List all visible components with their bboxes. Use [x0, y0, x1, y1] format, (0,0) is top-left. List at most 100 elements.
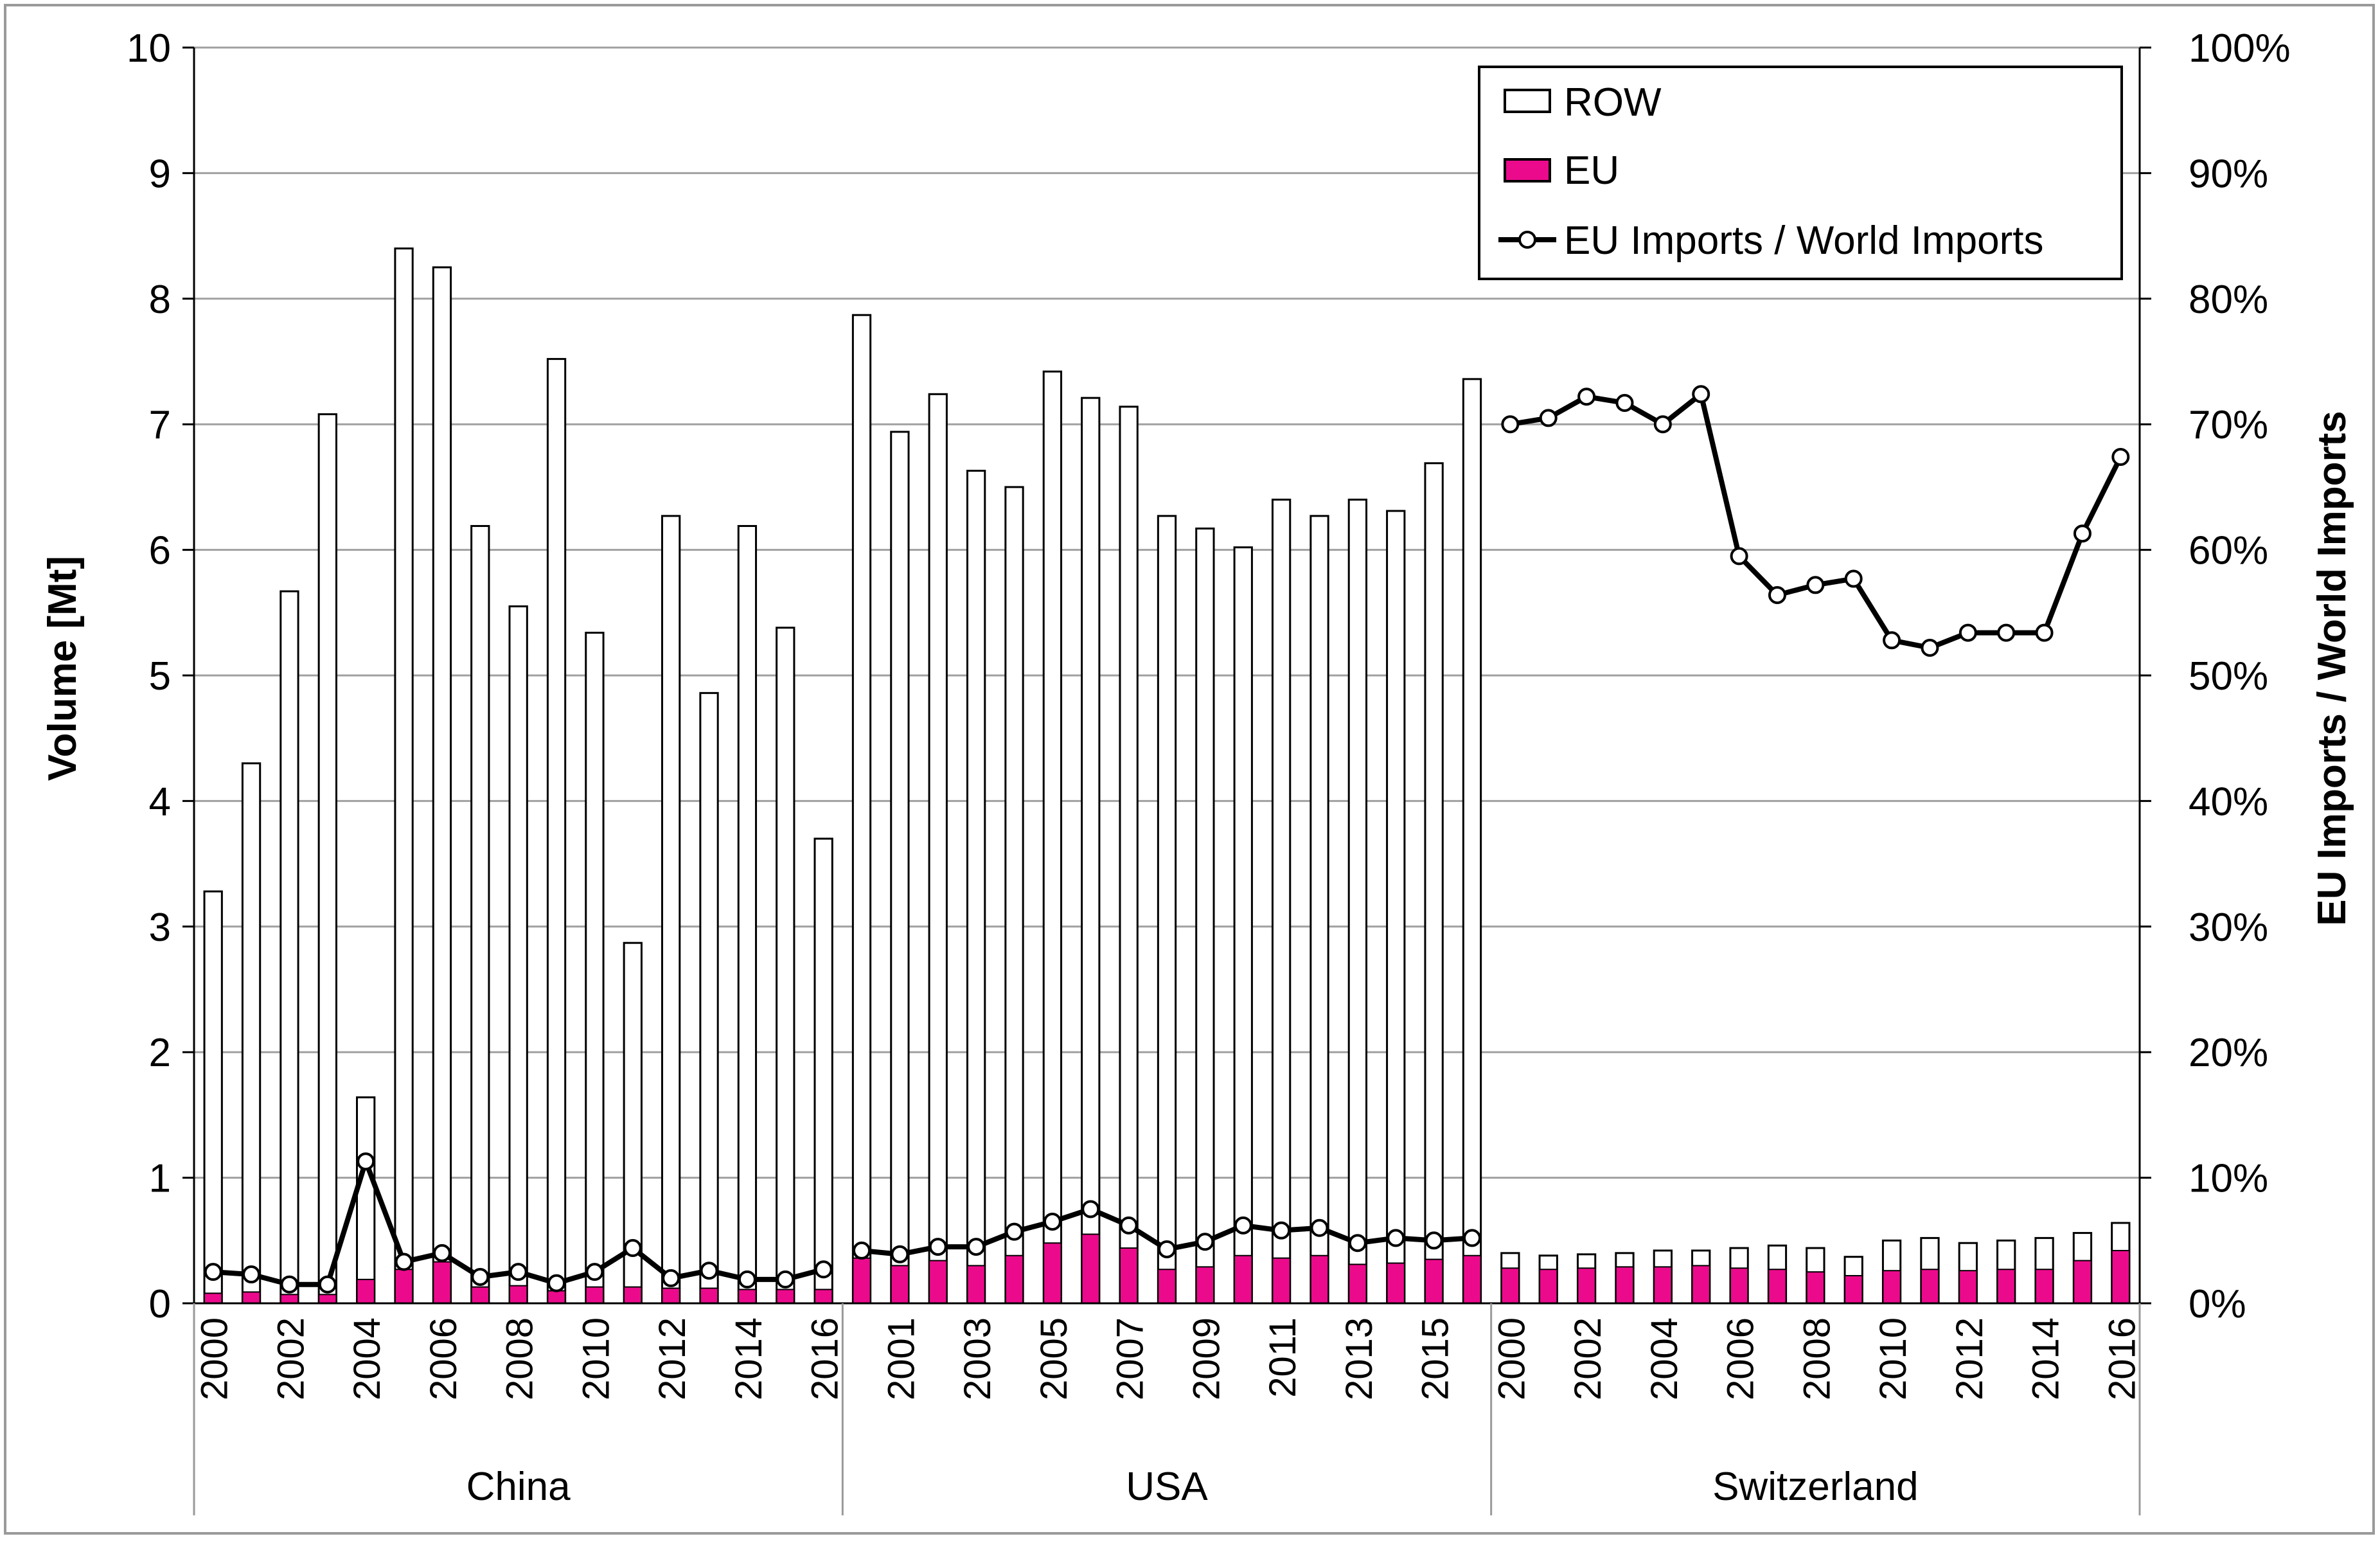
- share-marker: [891, 1245, 909, 1263]
- share-marker: [1158, 1240, 1176, 1258]
- bar-row: [776, 627, 795, 1305]
- bar-row: [317, 413, 337, 1305]
- y-tick-label: 5: [149, 654, 171, 699]
- x-tick-label: 2004: [346, 1317, 388, 1400]
- share-marker: [1196, 1233, 1214, 1251]
- bar-eu: [1882, 1270, 1901, 1305]
- x-tick-label: 2013: [1338, 1317, 1380, 1400]
- legend-share-label: EU Imports / World Imports: [1564, 219, 2043, 263]
- share-marker: [1997, 623, 2016, 642]
- bar-eu: [623, 1286, 643, 1305]
- share-marker: [1883, 631, 1901, 650]
- bar-eu: [1958, 1270, 1978, 1305]
- bar-eu: [204, 1292, 223, 1305]
- share-marker: [471, 1267, 490, 1286]
- bar-eu: [661, 1287, 680, 1305]
- share-marker: [1310, 1218, 1329, 1237]
- bar-eu: [242, 1291, 261, 1304]
- share-marker: [1844, 569, 1863, 588]
- share-marker: [928, 1238, 947, 1256]
- bar-eu: [1234, 1254, 1253, 1305]
- bar-row: [661, 515, 681, 1305]
- bar-eu: [280, 1294, 299, 1305]
- share-marker: [967, 1238, 986, 1256]
- share-marker: [547, 1274, 566, 1292]
- bar-row: [470, 524, 490, 1305]
- share-marker: [2111, 448, 2130, 467]
- bar-row: [1157, 515, 1177, 1305]
- bar-row: [508, 605, 528, 1305]
- y2-tick-label: 20%: [2189, 1031, 2268, 1075]
- x-tick-label: 2012: [1949, 1317, 1991, 1400]
- bar-row: [890, 431, 910, 1305]
- share-marker: [623, 1239, 642, 1258]
- bar-eu: [2034, 1269, 2054, 1304]
- x-tick-label: 2002: [1567, 1317, 1609, 1400]
- share-marker: [1615, 393, 1634, 412]
- share-marker: [204, 1263, 222, 1281]
- share-marker: [1081, 1200, 1100, 1218]
- bar-eu: [585, 1286, 605, 1305]
- bar-row: [699, 691, 719, 1305]
- y2-tick-label: 100%: [2189, 26, 2291, 71]
- x-tick-label: 2012: [652, 1317, 693, 1400]
- share-marker: [395, 1253, 413, 1271]
- bar-row: [1119, 406, 1139, 1305]
- share-marker: [242, 1265, 261, 1284]
- bar-row: [813, 837, 833, 1305]
- y-tick-label: 7: [149, 403, 171, 447]
- share-marker: [280, 1275, 299, 1294]
- y-tick-label: 4: [149, 780, 171, 824]
- bar-row: [394, 247, 414, 1305]
- bar-eu: [394, 1269, 414, 1304]
- y-tick-label: 8: [149, 278, 171, 322]
- x-tick-label: 2008: [499, 1317, 541, 1400]
- share-marker: [1005, 1222, 1024, 1241]
- x-tick-label: 2002: [270, 1317, 312, 1400]
- share-marker: [1387, 1229, 1405, 1247]
- x-tick-label: 2007: [1110, 1317, 1151, 1400]
- bar-eu: [966, 1265, 986, 1305]
- y2-tick-label: 0%: [2189, 1282, 2246, 1326]
- bar-eu: [890, 1265, 910, 1305]
- y2-tick-label: 80%: [2189, 278, 2268, 322]
- bar-eu: [1043, 1242, 1062, 1305]
- bar-row: [1195, 527, 1215, 1305]
- bar-eu: [1996, 1269, 2016, 1304]
- bar-eu: [432, 1261, 452, 1304]
- y2-tick-label: 40%: [2189, 780, 2268, 824]
- x-tick-label: 2001: [880, 1317, 922, 1400]
- group-label: Switzerland: [1712, 1465, 1918, 1509]
- bar-eu: [699, 1287, 719, 1305]
- bar-eu: [1004, 1254, 1024, 1305]
- share-marker: [1577, 388, 1596, 406]
- bar-row: [737, 524, 758, 1305]
- legend-eu-label: EU: [1564, 148, 1619, 193]
- bar-row: [1310, 515, 1329, 1305]
- bar-eu: [1386, 1262, 1405, 1305]
- share-marker: [1272, 1221, 1291, 1240]
- share-marker: [814, 1260, 833, 1279]
- bar-row: [1081, 397, 1101, 1305]
- y2-tick-label: 50%: [2189, 654, 2268, 699]
- x-tick-label: 2004: [1644, 1317, 1685, 1400]
- bar-row: [1233, 546, 1253, 1305]
- bar-eu: [1729, 1267, 1749, 1304]
- share-marker: [738, 1270, 756, 1289]
- bar-row: [1004, 486, 1024, 1305]
- x-tick-label: 2009: [1186, 1317, 1227, 1400]
- x-tick-label: 2010: [575, 1317, 617, 1400]
- bar-eu: [470, 1286, 490, 1305]
- bar-eu: [928, 1260, 948, 1304]
- share-markers: [204, 385, 2130, 1294]
- bar-row: [1347, 498, 1368, 1305]
- share-marker: [432, 1244, 451, 1262]
- y-tick-label: 10: [127, 26, 171, 71]
- y2-axis-label: EU Imports / World Imports: [2310, 411, 2354, 925]
- y2-tick-label: 10%: [2189, 1157, 2268, 1201]
- share-marker: [1043, 1212, 1061, 1231]
- y-tick-label: 0: [149, 1282, 171, 1326]
- bar-row: [1042, 370, 1063, 1305]
- bar-row: [928, 393, 948, 1305]
- bar-eu: [1424, 1258, 1444, 1304]
